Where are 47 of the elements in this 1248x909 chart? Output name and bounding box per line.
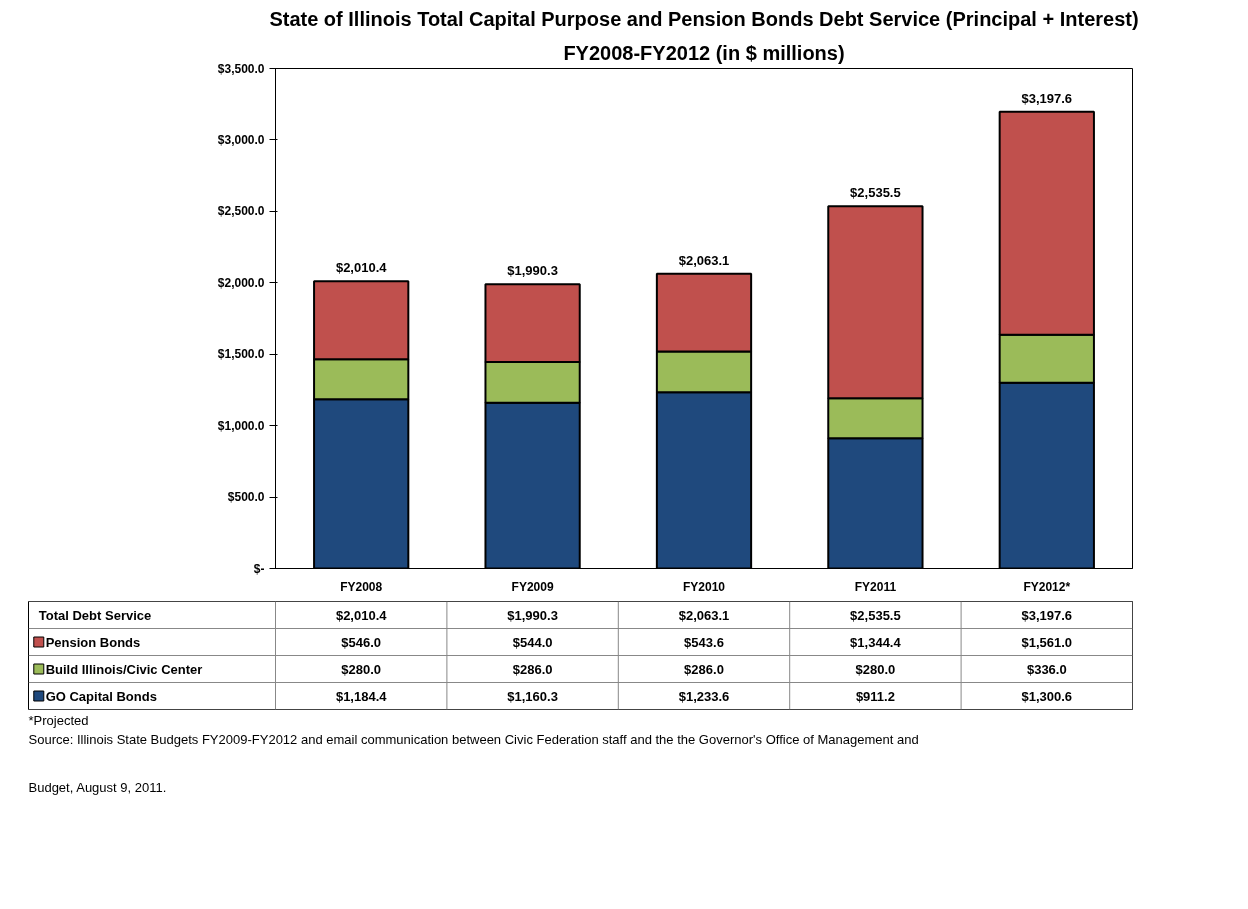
data-label: $1,344.4 — [850, 634, 902, 650]
y-tick-label: $- — [253, 561, 265, 576]
data-label: $286.0 — [684, 661, 724, 677]
x-tick-label: FY2008 — [340, 579, 383, 594]
x-tick-label: FY2011 — [854, 579, 897, 594]
text: $2,063.1 — [678, 607, 730, 623]
total-label: $3,197.6 — [1021, 90, 1073, 106]
y-tick-label: $2,500.0 — [217, 204, 265, 219]
text: *Projected — [28, 712, 89, 728]
total-label: $2,063.1 — [678, 252, 730, 268]
data-label: $546.0 — [341, 634, 382, 650]
source-note: Source: Illinois State Budgets FY2009-FY2012 and email communication between Civic Federation staff and the the Governor's Office of Management and — [28, 731, 919, 747]
chart-title: State of Illinois Total Capital Purpose and Pension Bonds Debt Service (Principal + Interest) — [269, 7, 1139, 30]
legend-label: GO Capital Bonds — [45, 688, 157, 704]
legend-label: Build Illinois/Civic Center — [45, 661, 203, 677]
y-tick-label: $1,000.0 — [217, 418, 265, 433]
data-label: $286.0 — [512, 661, 553, 677]
data-label: $911.2 — [855, 688, 895, 704]
text: Total Debt Service — [38, 607, 152, 623]
data-label: $1,233.6 — [678, 688, 730, 704]
text: Budget, August 9, 2011. — [28, 779, 167, 795]
data-label: $280.0 — [855, 661, 896, 677]
total-label: $2,535.5 — [850, 185, 901, 201]
data-label: $1,160.3 — [507, 688, 558, 704]
data-label: $280.0 — [341, 661, 382, 677]
y-tick-label: $500.0 — [227, 490, 265, 505]
legend-label: Pension Bonds — [45, 634, 141, 650]
text: $1,990.3 — [507, 607, 558, 623]
text: $2,535.5 — [850, 607, 901, 623]
data-label: $1,184.4 — [335, 688, 388, 704]
data-label: $1,561.0 — [1021, 634, 1073, 650]
data-label: $1,300.6 — [1021, 688, 1073, 704]
x-tick-label: FY2009 — [511, 579, 554, 594]
y-tick-label: $3,500.0 — [217, 61, 265, 76]
text: $2,010.4 — [335, 607, 387, 623]
chart-subtitle: FY2008-FY2012 (in $ millions) — [563, 41, 845, 64]
x-tick-label: FY2012* — [1023, 579, 1071, 594]
text: $3,197.6 — [1021, 607, 1073, 623]
y-tick-label: $3,000.0 — [217, 132, 265, 147]
total-label: $2,010.4 — [335, 260, 388, 276]
data-label: $336.0 — [1026, 661, 1067, 677]
data-label: $543.6 — [684, 634, 724, 650]
data-label: $544.0 — [512, 634, 553, 650]
total-label: $1,990.3 — [507, 263, 558, 279]
x-tick-label: FY2010 — [682, 579, 726, 594]
y-tick-label: $1,500.0 — [217, 347, 265, 362]
y-tick-label: $2,000.0 — [217, 275, 265, 290]
